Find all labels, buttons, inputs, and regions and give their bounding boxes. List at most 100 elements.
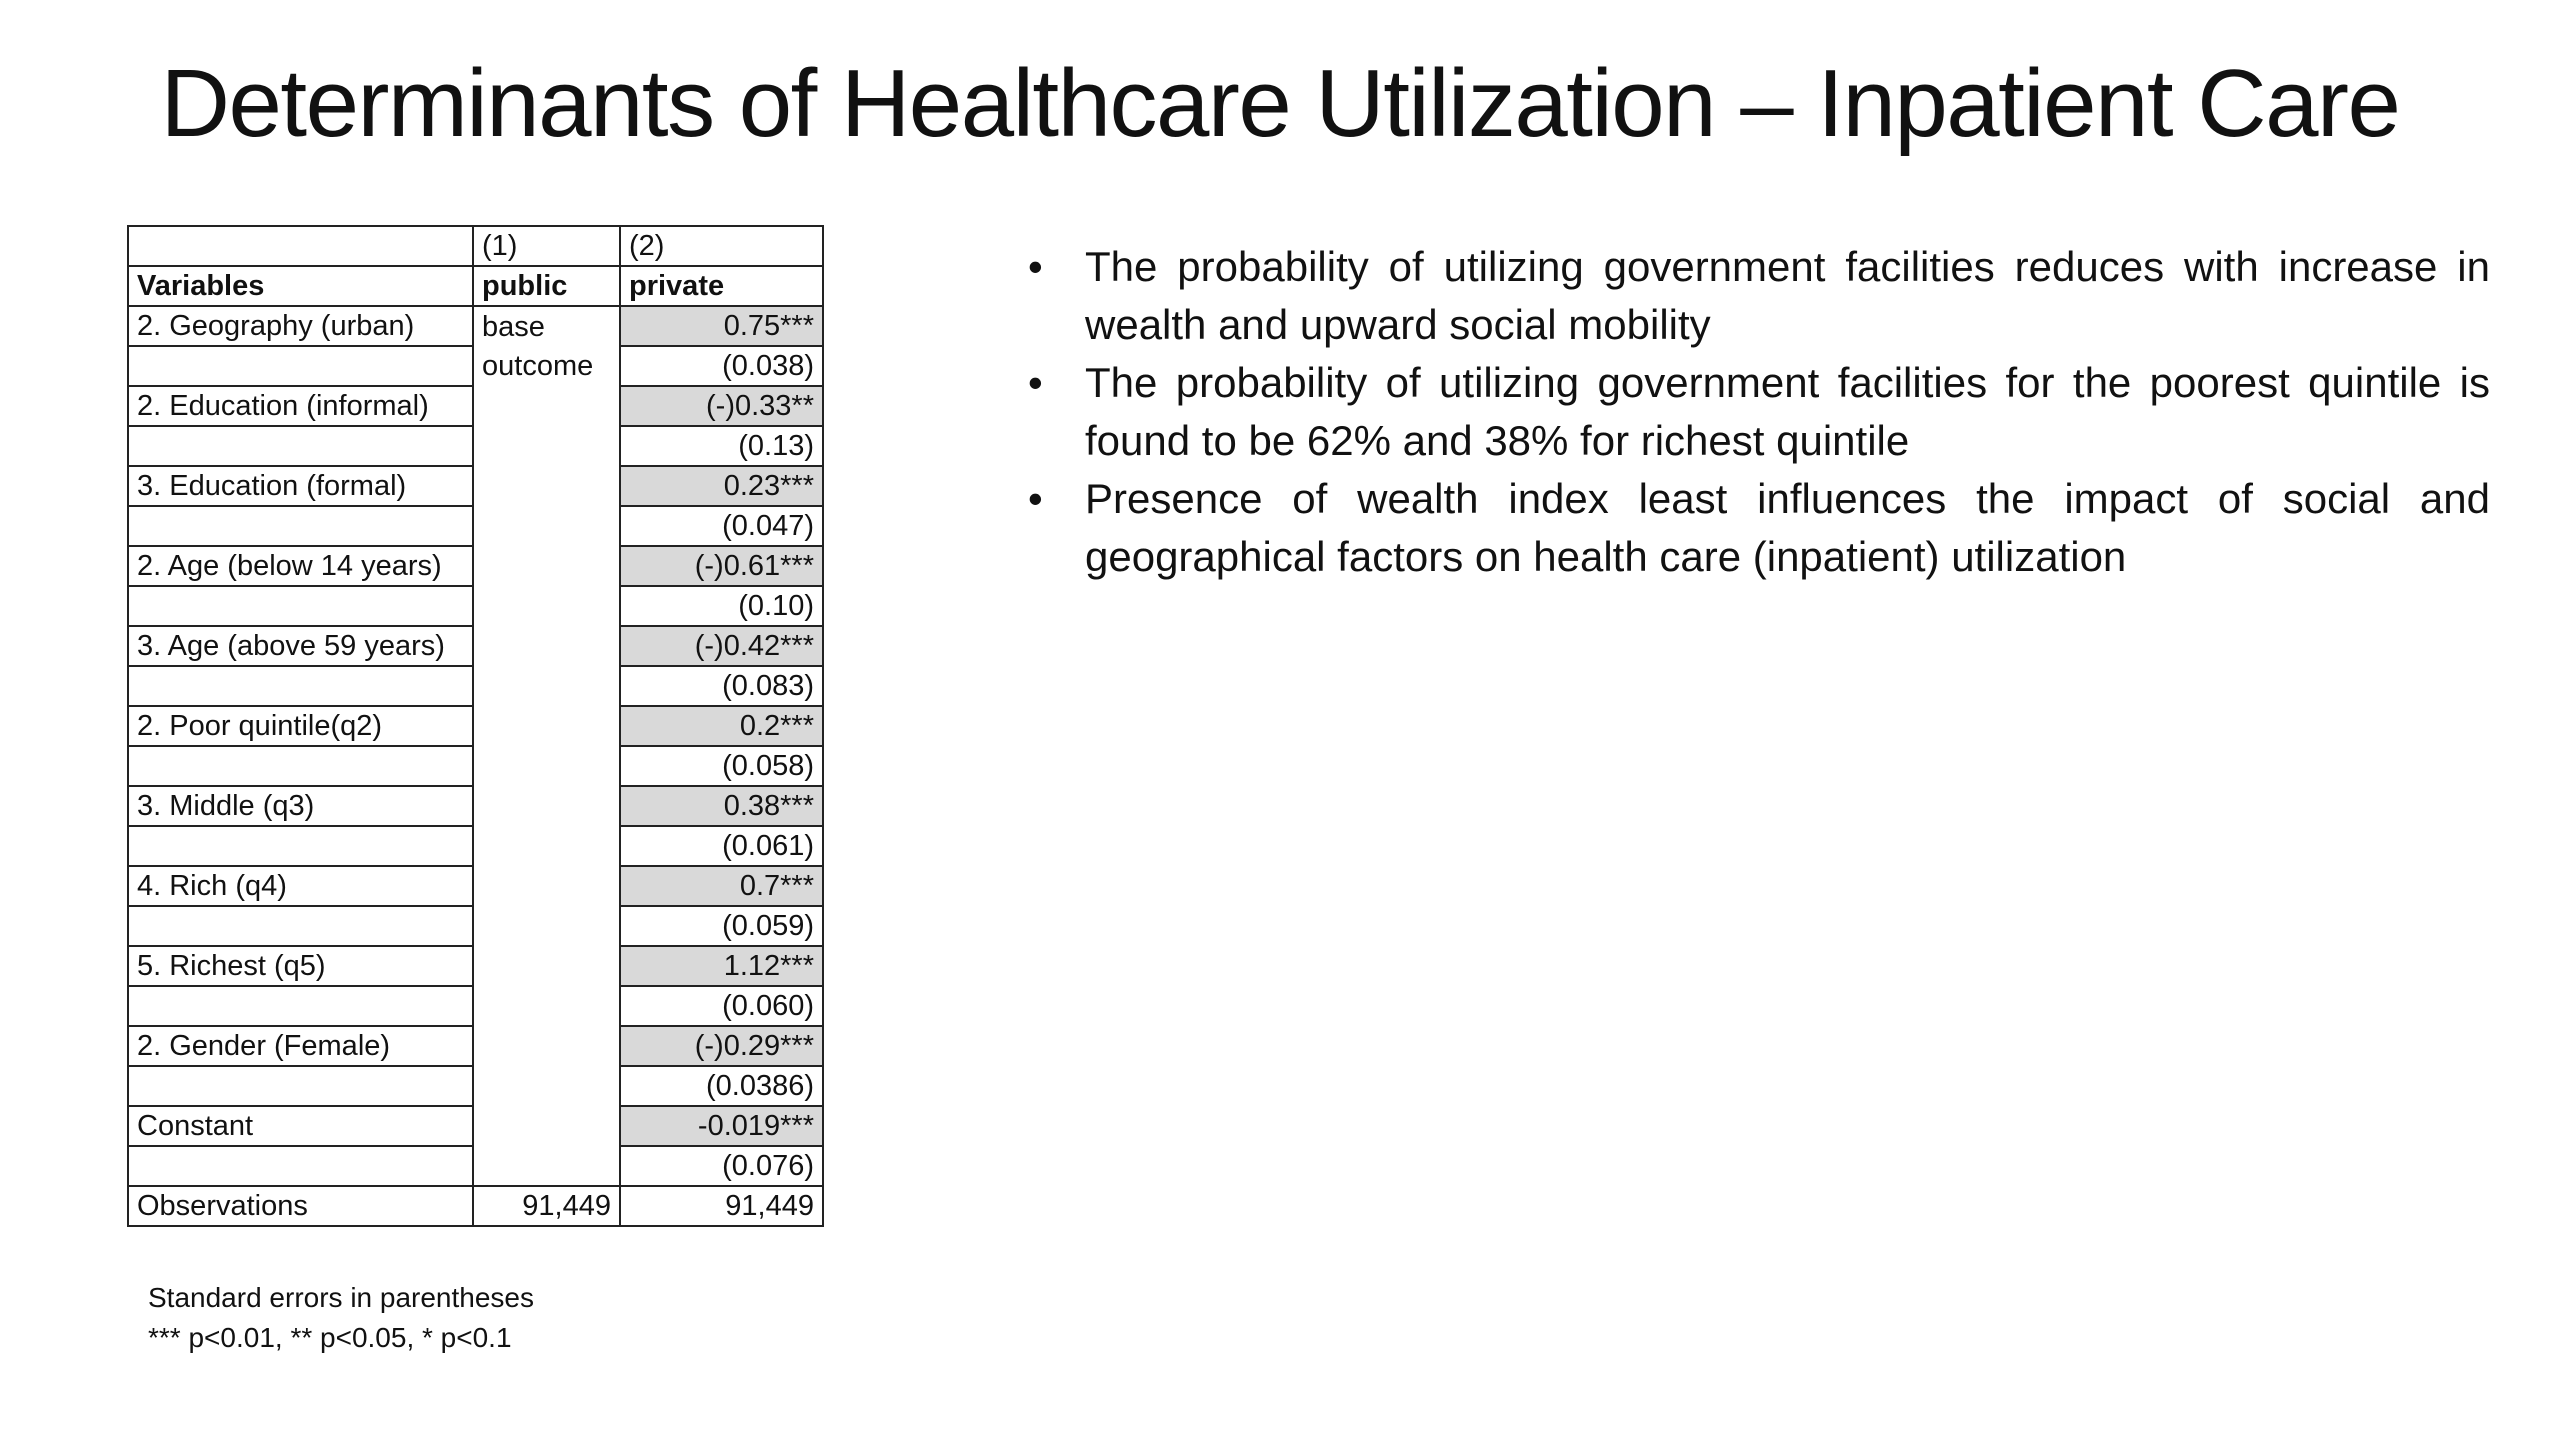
observations-col2: 91,449 — [619, 1186, 824, 1227]
public-cell — [472, 746, 621, 786]
table-row: 3. Education (formal) 0.23*** — [127, 466, 824, 507]
public-cell — [472, 1026, 621, 1066]
public-cell — [472, 1066, 621, 1106]
variable-label: 4. Rich (q4) — [127, 866, 474, 907]
table-row: 5. Richest (q5) 1.12*** — [127, 946, 824, 987]
public-cell — [472, 906, 621, 946]
bullet-item: • The probability of utilizing government… — [1020, 238, 2490, 354]
table-row-col-numbers: (1) (2) — [127, 225, 824, 267]
empty-header-cell — [127, 225, 474, 267]
public-cell — [472, 586, 621, 626]
table-row: 2. Age (below 14 years) (-)0.61*** — [127, 546, 824, 587]
public-cell — [472, 826, 621, 866]
public-cell — [472, 706, 621, 746]
standard-error-cell: (0.13) — [619, 426, 824, 467]
standard-error-cell: (0.0386) — [619, 1066, 824, 1107]
table-notes: Standard errors in parentheses *** p<0.0… — [148, 1278, 534, 1358]
table-row: (0.059) — [127, 906, 824, 947]
note-significance: *** p<0.01, ** p<0.05, * p<0.1 — [148, 1322, 512, 1353]
variable-spacer — [127, 586, 474, 627]
table-row: 3. Age (above 59 years) (-)0.42*** — [127, 626, 824, 667]
table-row-observations: Observations 91,449 91,449 — [127, 1185, 824, 1227]
public-cell: base — [472, 306, 621, 346]
variable-spacer — [127, 1146, 474, 1187]
variable-spacer — [127, 666, 474, 707]
table-row: outcome (0.038) — [127, 346, 824, 387]
public-cell — [472, 666, 621, 706]
variable-label: 3. Education (formal) — [127, 466, 474, 507]
table-row: (0.076) — [127, 1146, 824, 1187]
table-row: (0.0386) — [127, 1066, 824, 1107]
bullet-text: The probability of utilizing government … — [1085, 243, 2490, 348]
regression-table-body: (1) (2) Variables public private 2. Geog… — [127, 225, 824, 1227]
bullet-text: The probability of utilizing government … — [1085, 359, 2490, 464]
col1-label: public — [472, 266, 621, 307]
variable-label: 2. Geography (urban) — [127, 306, 474, 347]
bullet-text: Presence of wealth index least influence… — [1085, 475, 2490, 580]
public-cell — [472, 1106, 621, 1146]
bullet-icon: • — [1028, 475, 1043, 522]
table-row: 3. Middle (q3) 0.38*** — [127, 786, 824, 827]
public-cell — [472, 786, 621, 826]
col1-number: (1) — [472, 225, 621, 267]
public-cell: outcome — [472, 346, 621, 386]
variable-spacer — [127, 506, 474, 547]
table-row: (0.061) — [127, 826, 824, 867]
note-standard-errors: Standard errors in parentheses — [148, 1282, 534, 1313]
col2-number: (2) — [619, 225, 824, 267]
standard-error-cell: (0.059) — [619, 906, 824, 947]
table-row: (0.060) — [127, 986, 824, 1027]
coefficient-cell: 1.12*** — [619, 946, 824, 987]
public-cell — [472, 1146, 621, 1186]
regression-table: (1) (2) Variables public private 2. Geog… — [127, 225, 824, 1227]
table-row: (0.058) — [127, 746, 824, 787]
variable-spacer — [127, 986, 474, 1027]
variable-label: 2. Education (informal) — [127, 386, 474, 427]
variable-spacer — [127, 746, 474, 787]
variable-label: 3. Age (above 59 years) — [127, 626, 474, 667]
variable-spacer — [127, 1066, 474, 1107]
variable-spacer — [127, 426, 474, 467]
coefficient-cell: 0.75*** — [619, 306, 824, 347]
variable-label: 3. Middle (q3) — [127, 786, 474, 827]
bullet-item: • Presence of wealth index least influenc… — [1020, 470, 2490, 586]
bullet-item: • The probability of utilizing government… — [1020, 354, 2490, 470]
coefficient-cell: 0.2*** — [619, 706, 824, 747]
variable-spacer — [127, 906, 474, 947]
public-cell — [472, 466, 621, 506]
variable-label: Constant — [127, 1106, 474, 1147]
standard-error-cell: (0.047) — [619, 506, 824, 547]
public-cell — [472, 386, 621, 426]
col2-label: private — [619, 266, 824, 307]
bullet-list: • The probability of utilizing government… — [1020, 238, 2490, 586]
coefficient-cell: 0.23*** — [619, 466, 824, 507]
coefficient-cell: 0.7*** — [619, 866, 824, 907]
bullet-icon: • — [1028, 243, 1043, 290]
coefficient-cell: -0.019*** — [619, 1106, 824, 1147]
coefficient-cell: (-)0.33** — [619, 386, 824, 427]
variable-label: 2. Age (below 14 years) — [127, 546, 474, 587]
slide-title: Determinants of Healthcare Utilization –… — [160, 50, 2401, 157]
observations-label: Observations — [127, 1186, 474, 1227]
standard-error-cell: (0.058) — [619, 746, 824, 787]
table-row: Constant -0.019*** — [127, 1106, 824, 1147]
bullet-icon: • — [1028, 359, 1043, 406]
variable-spacer — [127, 346, 474, 387]
coefficient-cell: (-)0.29*** — [619, 1026, 824, 1067]
coefficient-cell: 0.38*** — [619, 786, 824, 827]
table-row: (0.13) — [127, 426, 824, 467]
standard-error-cell: (0.10) — [619, 586, 824, 627]
table-row: (0.083) — [127, 666, 824, 707]
variables-header: Variables — [127, 266, 474, 307]
table-row: 4. Rich (q4) 0.7*** — [127, 866, 824, 907]
public-cell — [472, 426, 621, 466]
table-row: 2. Poor quintile(q2) 0.2*** — [127, 706, 824, 747]
public-cell — [472, 866, 621, 906]
table-row: 2. Geography (urban) base 0.75*** — [127, 306, 824, 347]
variable-label: 2. Poor quintile(q2) — [127, 706, 474, 747]
table-row: (0.047) — [127, 506, 824, 547]
coefficient-cell: (-)0.61*** — [619, 546, 824, 587]
standard-error-cell: (0.038) — [619, 346, 824, 387]
variable-label: 2. Gender (Female) — [127, 1026, 474, 1067]
standard-error-cell: (0.061) — [619, 826, 824, 867]
